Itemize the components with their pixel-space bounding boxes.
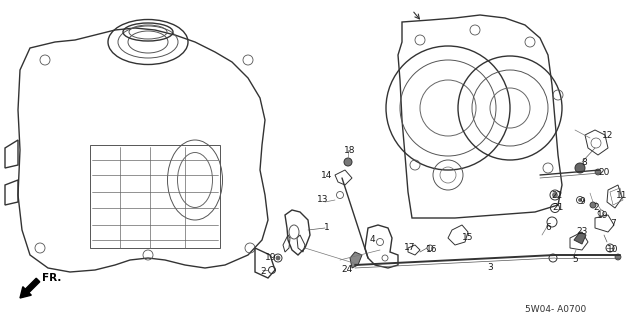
Text: 12: 12 xyxy=(603,131,613,140)
Text: 3: 3 xyxy=(487,263,493,273)
Text: 19: 19 xyxy=(265,253,277,262)
Circle shape xyxy=(552,193,558,197)
Circle shape xyxy=(276,256,280,260)
Circle shape xyxy=(578,198,582,202)
Text: 14: 14 xyxy=(321,171,333,180)
Circle shape xyxy=(595,169,601,175)
Text: 4: 4 xyxy=(369,236,375,244)
Circle shape xyxy=(615,254,621,260)
Text: 1: 1 xyxy=(324,223,330,233)
Text: 7: 7 xyxy=(610,220,616,228)
Circle shape xyxy=(344,158,352,166)
Text: 2: 2 xyxy=(593,204,599,212)
Text: FR.: FR. xyxy=(43,273,62,283)
Text: 5: 5 xyxy=(572,255,578,265)
Text: 21: 21 xyxy=(552,204,564,212)
Text: 19: 19 xyxy=(598,211,609,220)
Text: 17: 17 xyxy=(404,244,416,252)
Polygon shape xyxy=(350,252,362,268)
Text: 10: 10 xyxy=(607,245,618,254)
FancyArrow shape xyxy=(20,278,40,298)
Circle shape xyxy=(590,202,596,208)
Text: 20: 20 xyxy=(598,167,610,177)
Polygon shape xyxy=(574,232,586,244)
Text: 6: 6 xyxy=(545,223,551,233)
Text: 5W04- A0700: 5W04- A0700 xyxy=(525,306,587,315)
Text: 9: 9 xyxy=(579,197,585,206)
Text: 18: 18 xyxy=(344,146,356,155)
Text: 11: 11 xyxy=(616,190,628,199)
Circle shape xyxy=(575,163,585,173)
Text: 16: 16 xyxy=(426,245,438,254)
Text: 13: 13 xyxy=(318,196,329,204)
Text: 15: 15 xyxy=(462,234,474,243)
Text: 22: 22 xyxy=(551,190,563,199)
Text: 8: 8 xyxy=(581,157,587,166)
Text: 24: 24 xyxy=(342,266,352,275)
Text: 2: 2 xyxy=(260,268,266,276)
Text: 23: 23 xyxy=(577,228,587,236)
